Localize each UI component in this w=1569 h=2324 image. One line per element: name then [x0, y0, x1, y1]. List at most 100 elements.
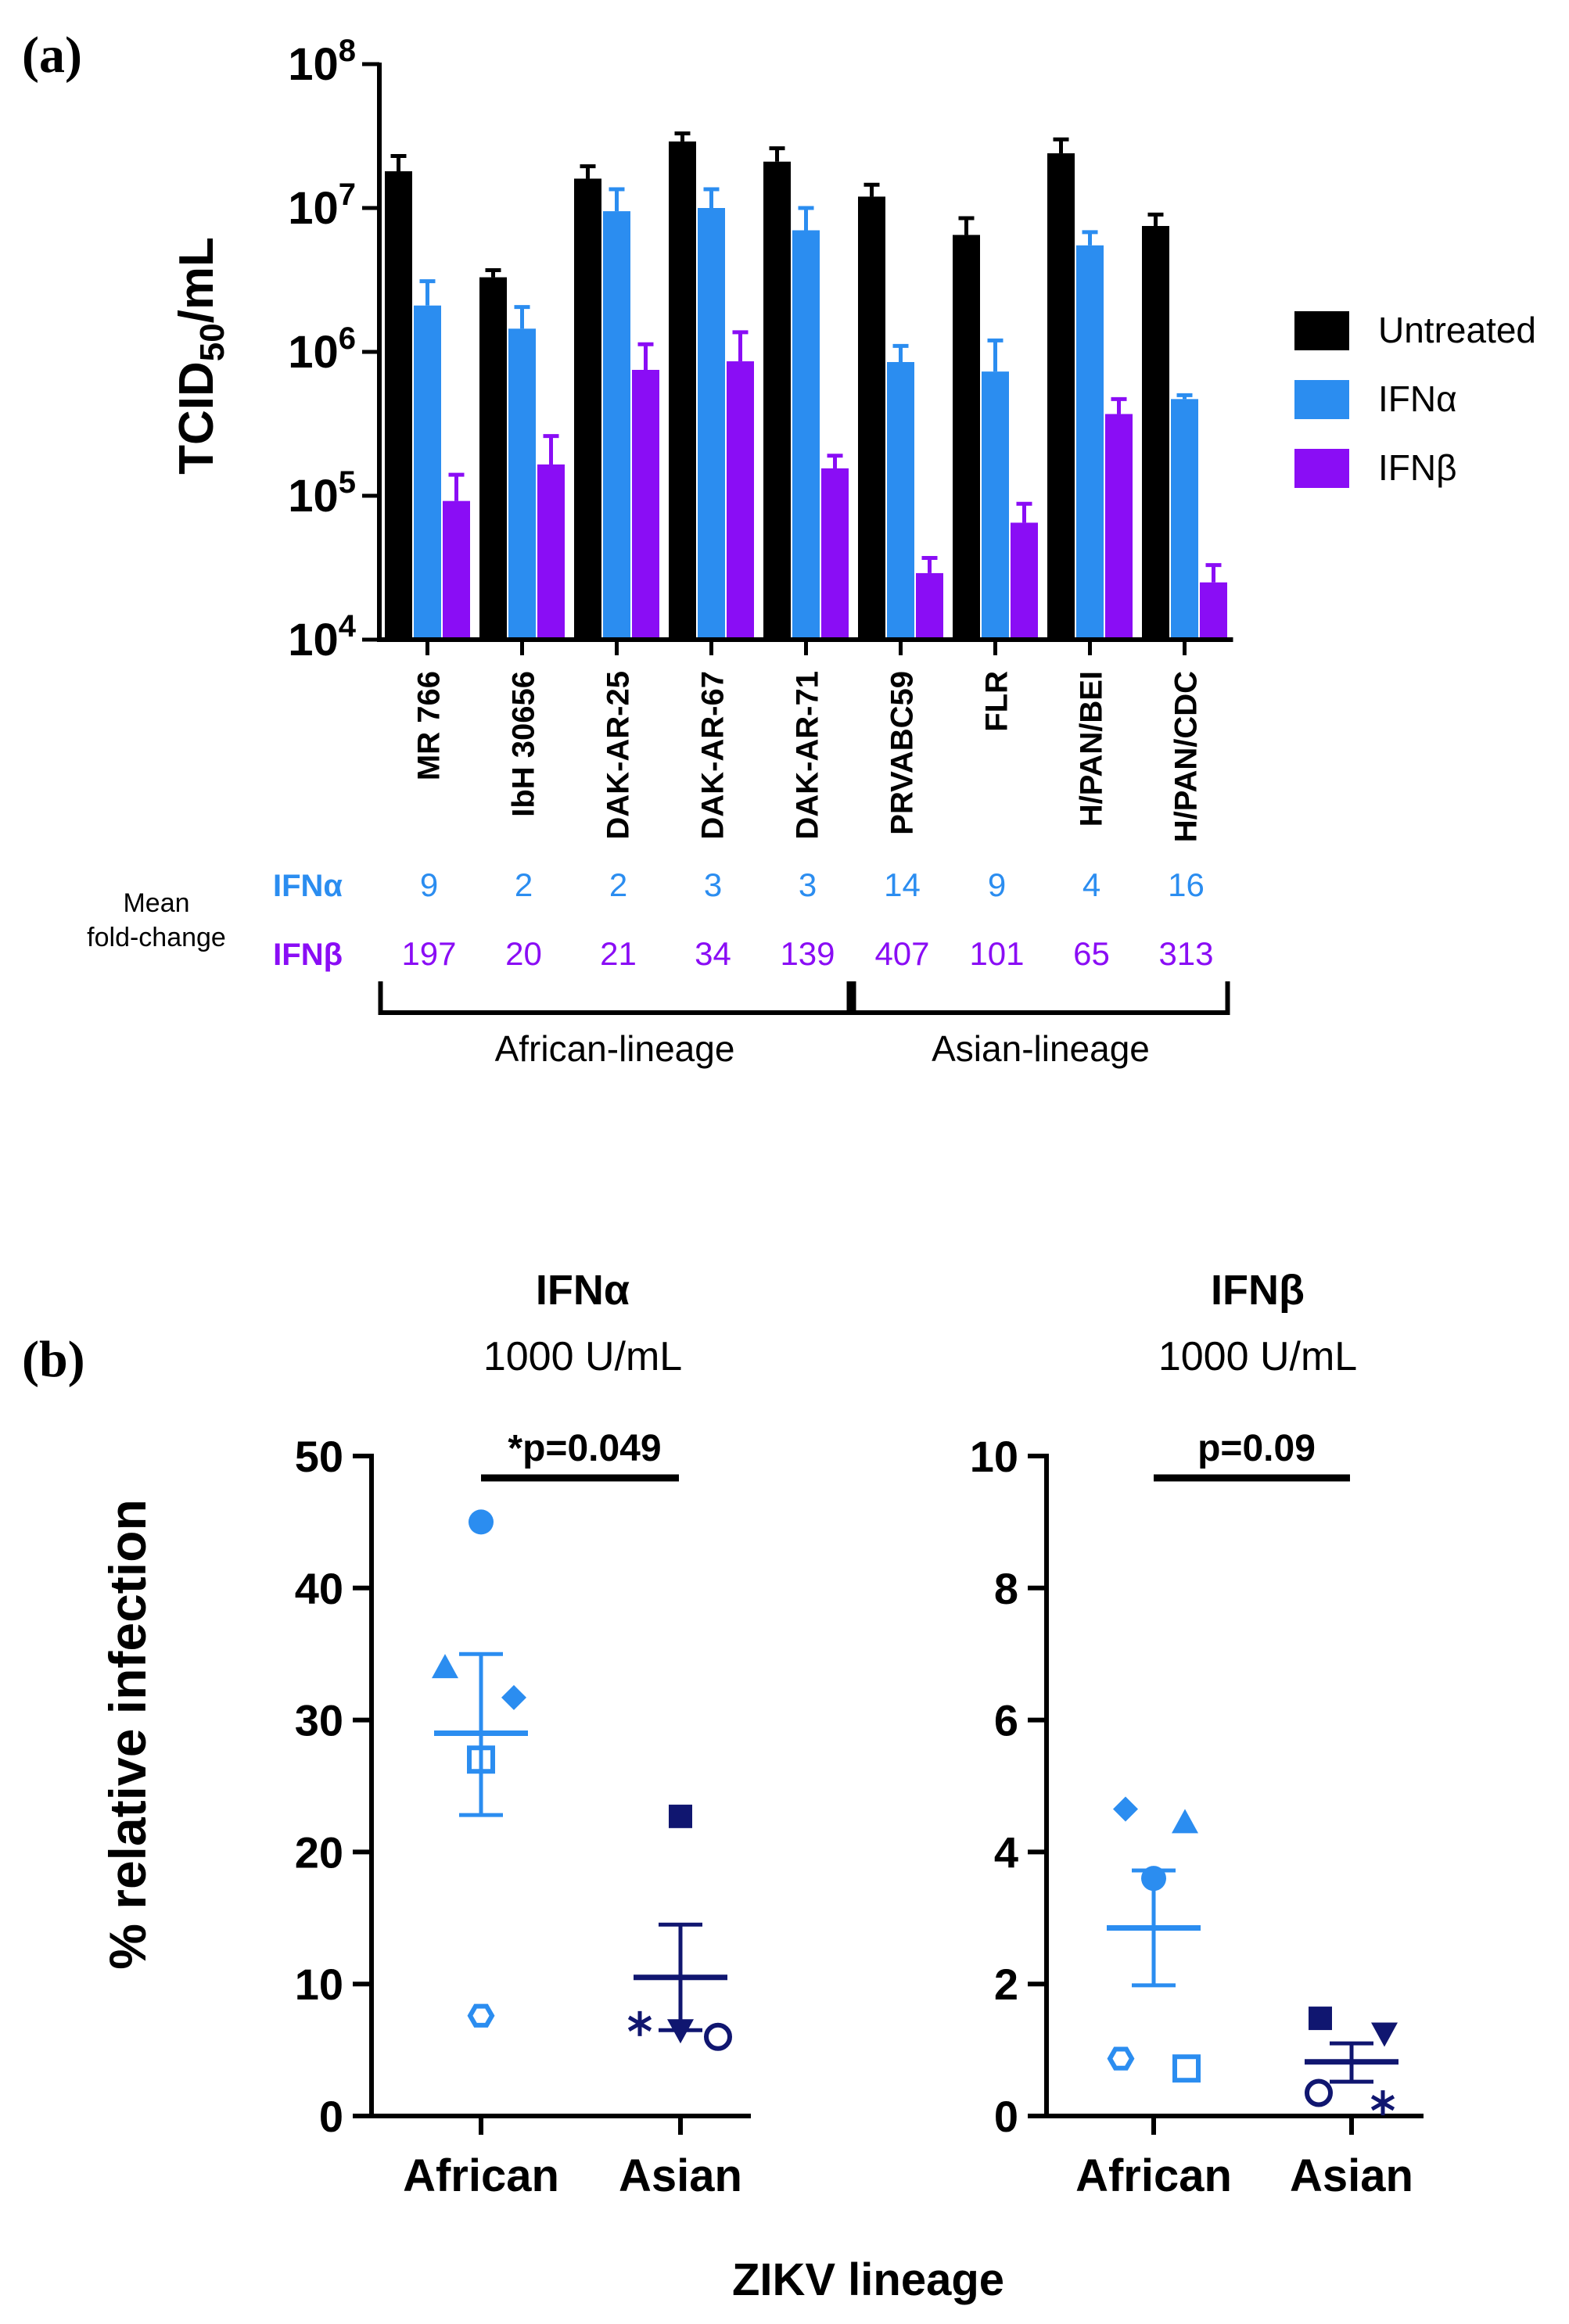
- bar-ifna-5: [887, 361, 914, 640]
- marker-open-hexagon: [1107, 2046, 1135, 2071]
- y-tick-label: 107: [288, 178, 356, 234]
- bar-ifna-4: [792, 230, 820, 640]
- marker-filled-down-triangle: [667, 2019, 694, 2044]
- x-tick-label: DAK-AR-67: [696, 671, 731, 840]
- marker-open-square: [1172, 2054, 1201, 2083]
- bar-ifnb-1: [537, 464, 565, 640]
- marker-filled-down-triangle: [1371, 2022, 1398, 2047]
- ifnb-scatter-plot: IFNβ 1000 U/mL 0 2 4 6 8 10 African Asian p=0.09: [970, 1267, 1424, 2201]
- x-tick-label: H/PAN/BEI: [1075, 671, 1109, 827]
- legend-label-ifnb: IFNβ: [1378, 447, 1457, 488]
- x-tick-label: H/PAN/CDC: [1169, 671, 1204, 842]
- y-tick-label: 20: [295, 1827, 343, 1877]
- panel-b-scatter-charts: (b) % relative infection ZIKV lineage IF…: [22, 1267, 1424, 2305]
- fold-value-ifna: 2: [609, 866, 627, 903]
- legend-label-ifna: IFNα: [1378, 378, 1457, 419]
- lineage-bracket: [851, 981, 1230, 1015]
- bar-untreated-5: [858, 196, 885, 640]
- y-tick-base: 10: [288, 327, 339, 378]
- x-tick-label: DAK-AR-25: [601, 671, 636, 840]
- fold-change-label-line1: Mean: [123, 888, 189, 918]
- y-tick-label: 30: [295, 1696, 343, 1745]
- bar-ifnb-4: [821, 468, 849, 640]
- x-tick-label: African: [403, 2150, 559, 2201]
- x-tick-label: PRVABC59: [885, 671, 920, 835]
- y-tick-label: 105: [288, 465, 356, 522]
- marker-open-square: [467, 1745, 495, 1774]
- asterisk-stroke: [627, 2015, 652, 2032]
- y-tick-label: 106: [288, 321, 356, 378]
- bar-untreated-7: [1047, 153, 1075, 640]
- fold-value-ifna: 14: [884, 866, 921, 903]
- x-tick-label: Asian: [1290, 2150, 1413, 2201]
- y-tick-base: 10: [288, 615, 339, 665]
- x-tick-label: FLR: [980, 671, 1014, 732]
- group-asian: [1305, 2007, 1398, 2116]
- x-tick-label: DAK-AR-71: [791, 671, 825, 840]
- y-tick-label: 40: [295, 1564, 343, 1613]
- bar-ifna-1: [508, 328, 536, 640]
- x-tick-label: IbH 30656: [507, 671, 541, 817]
- panel-a-y-axis-label: TCID50/mL: [170, 237, 232, 475]
- fold-value-ifna: 9: [988, 866, 1006, 903]
- y-tick-base: 10: [288, 471, 339, 522]
- y-tick-exponent: 7: [339, 178, 356, 212]
- fold-value-ifna: 16: [1168, 866, 1205, 903]
- fold-value-ifnb: 65: [1073, 935, 1110, 972]
- group-asian: [627, 1804, 732, 2051]
- marker-open-circle: [704, 2022, 732, 2051]
- y-tick-base: 10: [288, 39, 339, 90]
- y-tick-base: 10: [288, 183, 339, 234]
- bar-untreated-6: [953, 235, 980, 640]
- marker-filled-square: [669, 1804, 692, 1828]
- panel-a-bars: [385, 131, 1227, 640]
- fold-value-ifnb: 21: [600, 935, 637, 972]
- fold-value-ifnb: 20: [505, 935, 542, 972]
- marker-filled-diamond: [1113, 1796, 1138, 1822]
- bar-ifnb-7: [1105, 414, 1133, 640]
- bar-ifna-3: [698, 208, 725, 640]
- ifna-scatter-plot: IFNα 1000 U/mL 0 10 20 30 40 50 African Asian *p=0…: [295, 1267, 751, 2201]
- fold-value-ifnb: 101: [969, 935, 1024, 972]
- marker-asterisk: [627, 2010, 652, 2036]
- bar-ifna-6: [982, 371, 1009, 640]
- y-tick-label: 6: [994, 1696, 1018, 1745]
- bar-ifna-8: [1171, 399, 1198, 640]
- legend-swatch-ifna: [1294, 380, 1349, 419]
- x-tick-label: Asian: [619, 2150, 742, 2201]
- fold-row-label-ifnb: IFNβ: [273, 938, 343, 972]
- plot-subtitle: 1000 U/mL: [483, 1334, 682, 1379]
- lineage-label: African-lineage: [495, 1028, 735, 1069]
- y-tick-label: 10: [970, 1432, 1018, 1481]
- bar-ifnb-2: [632, 369, 659, 640]
- marker-filled-triangle: [432, 1654, 458, 1679]
- bar-ifna-7: [1076, 245, 1104, 640]
- panel-a-lineage-brackets: African-lineage Asian-lineage: [378, 981, 1230, 1069]
- y-tick-label: 108: [288, 34, 356, 90]
- bar-ifnb-6: [1011, 522, 1038, 640]
- asterisk-stroke: [1370, 2094, 1395, 2111]
- fold-value-ifnb: 34: [695, 935, 731, 972]
- bar-untreated-3: [669, 141, 696, 640]
- fold-value-ifna: 3: [799, 866, 817, 903]
- y-tick-label: 8: [994, 1564, 1018, 1613]
- bar-ifna-2: [603, 211, 630, 640]
- panel-a-x-tick-labels: MR 766 IbH 30656 DAK-AR-25 DAK-AR-67 DAK-AR-…: [412, 671, 1204, 842]
- plot-title: IFNβ: [1211, 1267, 1305, 1314]
- bar-untreated-4: [763, 161, 791, 640]
- y-tick-exponent: 6: [339, 321, 356, 356]
- fold-value-ifna: 3: [704, 866, 722, 903]
- legend-swatch-ifnb: [1294, 449, 1349, 488]
- fold-row-label-ifna: IFNα: [273, 869, 343, 903]
- significance-label: p=0.09: [1197, 1428, 1316, 1469]
- marker-filled-triangle: [1172, 1809, 1198, 1834]
- marker-filled-circle: [469, 1509, 494, 1535]
- marker-open-hexagon: [467, 2003, 495, 2028]
- fold-value-ifna: 9: [420, 866, 438, 903]
- bar-ifnb-0: [443, 500, 470, 640]
- y-tick-label: 2: [994, 1960, 1018, 2009]
- fold-value-ifnb: 139: [780, 935, 835, 972]
